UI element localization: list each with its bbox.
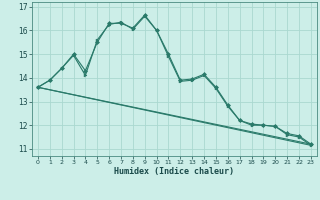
X-axis label: Humidex (Indice chaleur): Humidex (Indice chaleur) — [115, 167, 234, 176]
